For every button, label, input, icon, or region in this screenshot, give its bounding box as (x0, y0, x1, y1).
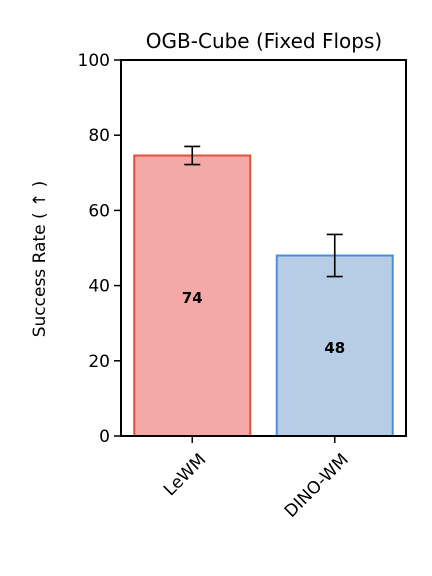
x-tick-label-lewm: LeWM (160, 450, 210, 500)
plot-area-frame (120, 59, 407, 437)
data-label-lewm: 74 (182, 289, 203, 307)
y-tick-label: 100 (78, 51, 110, 71)
bars-group (133, 154, 394, 437)
chart-title: OGB-Cube (Fixed Flops) (146, 29, 382, 53)
y-tick-label: 80 (88, 126, 110, 146)
error-bars-group (184, 145, 343, 278)
x-axis-ticks: LeWM DINO-WM (160, 436, 353, 522)
bar-lewm (133, 154, 252, 437)
data-labels-group: 74 48 (182, 289, 345, 357)
y-tick-label: 40 (88, 277, 110, 297)
y-tick-label: 0 (99, 427, 110, 447)
bar-dino-wm (275, 254, 394, 437)
data-label-dino-wm: 48 (324, 339, 345, 357)
y-tick-label: 60 (88, 201, 110, 221)
error-bar-lewm (184, 145, 201, 166)
y-axis-ticks: 0 20 40 60 80 100 (78, 51, 121, 447)
y-tick-label: 20 (88, 352, 110, 372)
y-axis-label: Success Rate ( ↑ ) (30, 181, 50, 338)
error-bar-dino-wm (326, 233, 343, 278)
x-tick-label-dino-wm: DINO-WM (281, 450, 353, 522)
